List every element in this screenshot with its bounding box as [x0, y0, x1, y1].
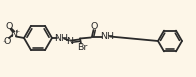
- Text: NH: NH: [54, 33, 68, 43]
- Text: NH: NH: [100, 32, 114, 41]
- Text: O: O: [4, 36, 11, 46]
- Text: N: N: [11, 29, 17, 38]
- Text: ⁻: ⁻: [3, 40, 6, 46]
- Text: O: O: [5, 21, 13, 30]
- Text: Br: Br: [77, 43, 88, 52]
- Text: O: O: [91, 22, 98, 31]
- Text: +: +: [14, 28, 19, 33]
- Text: N: N: [66, 37, 74, 46]
